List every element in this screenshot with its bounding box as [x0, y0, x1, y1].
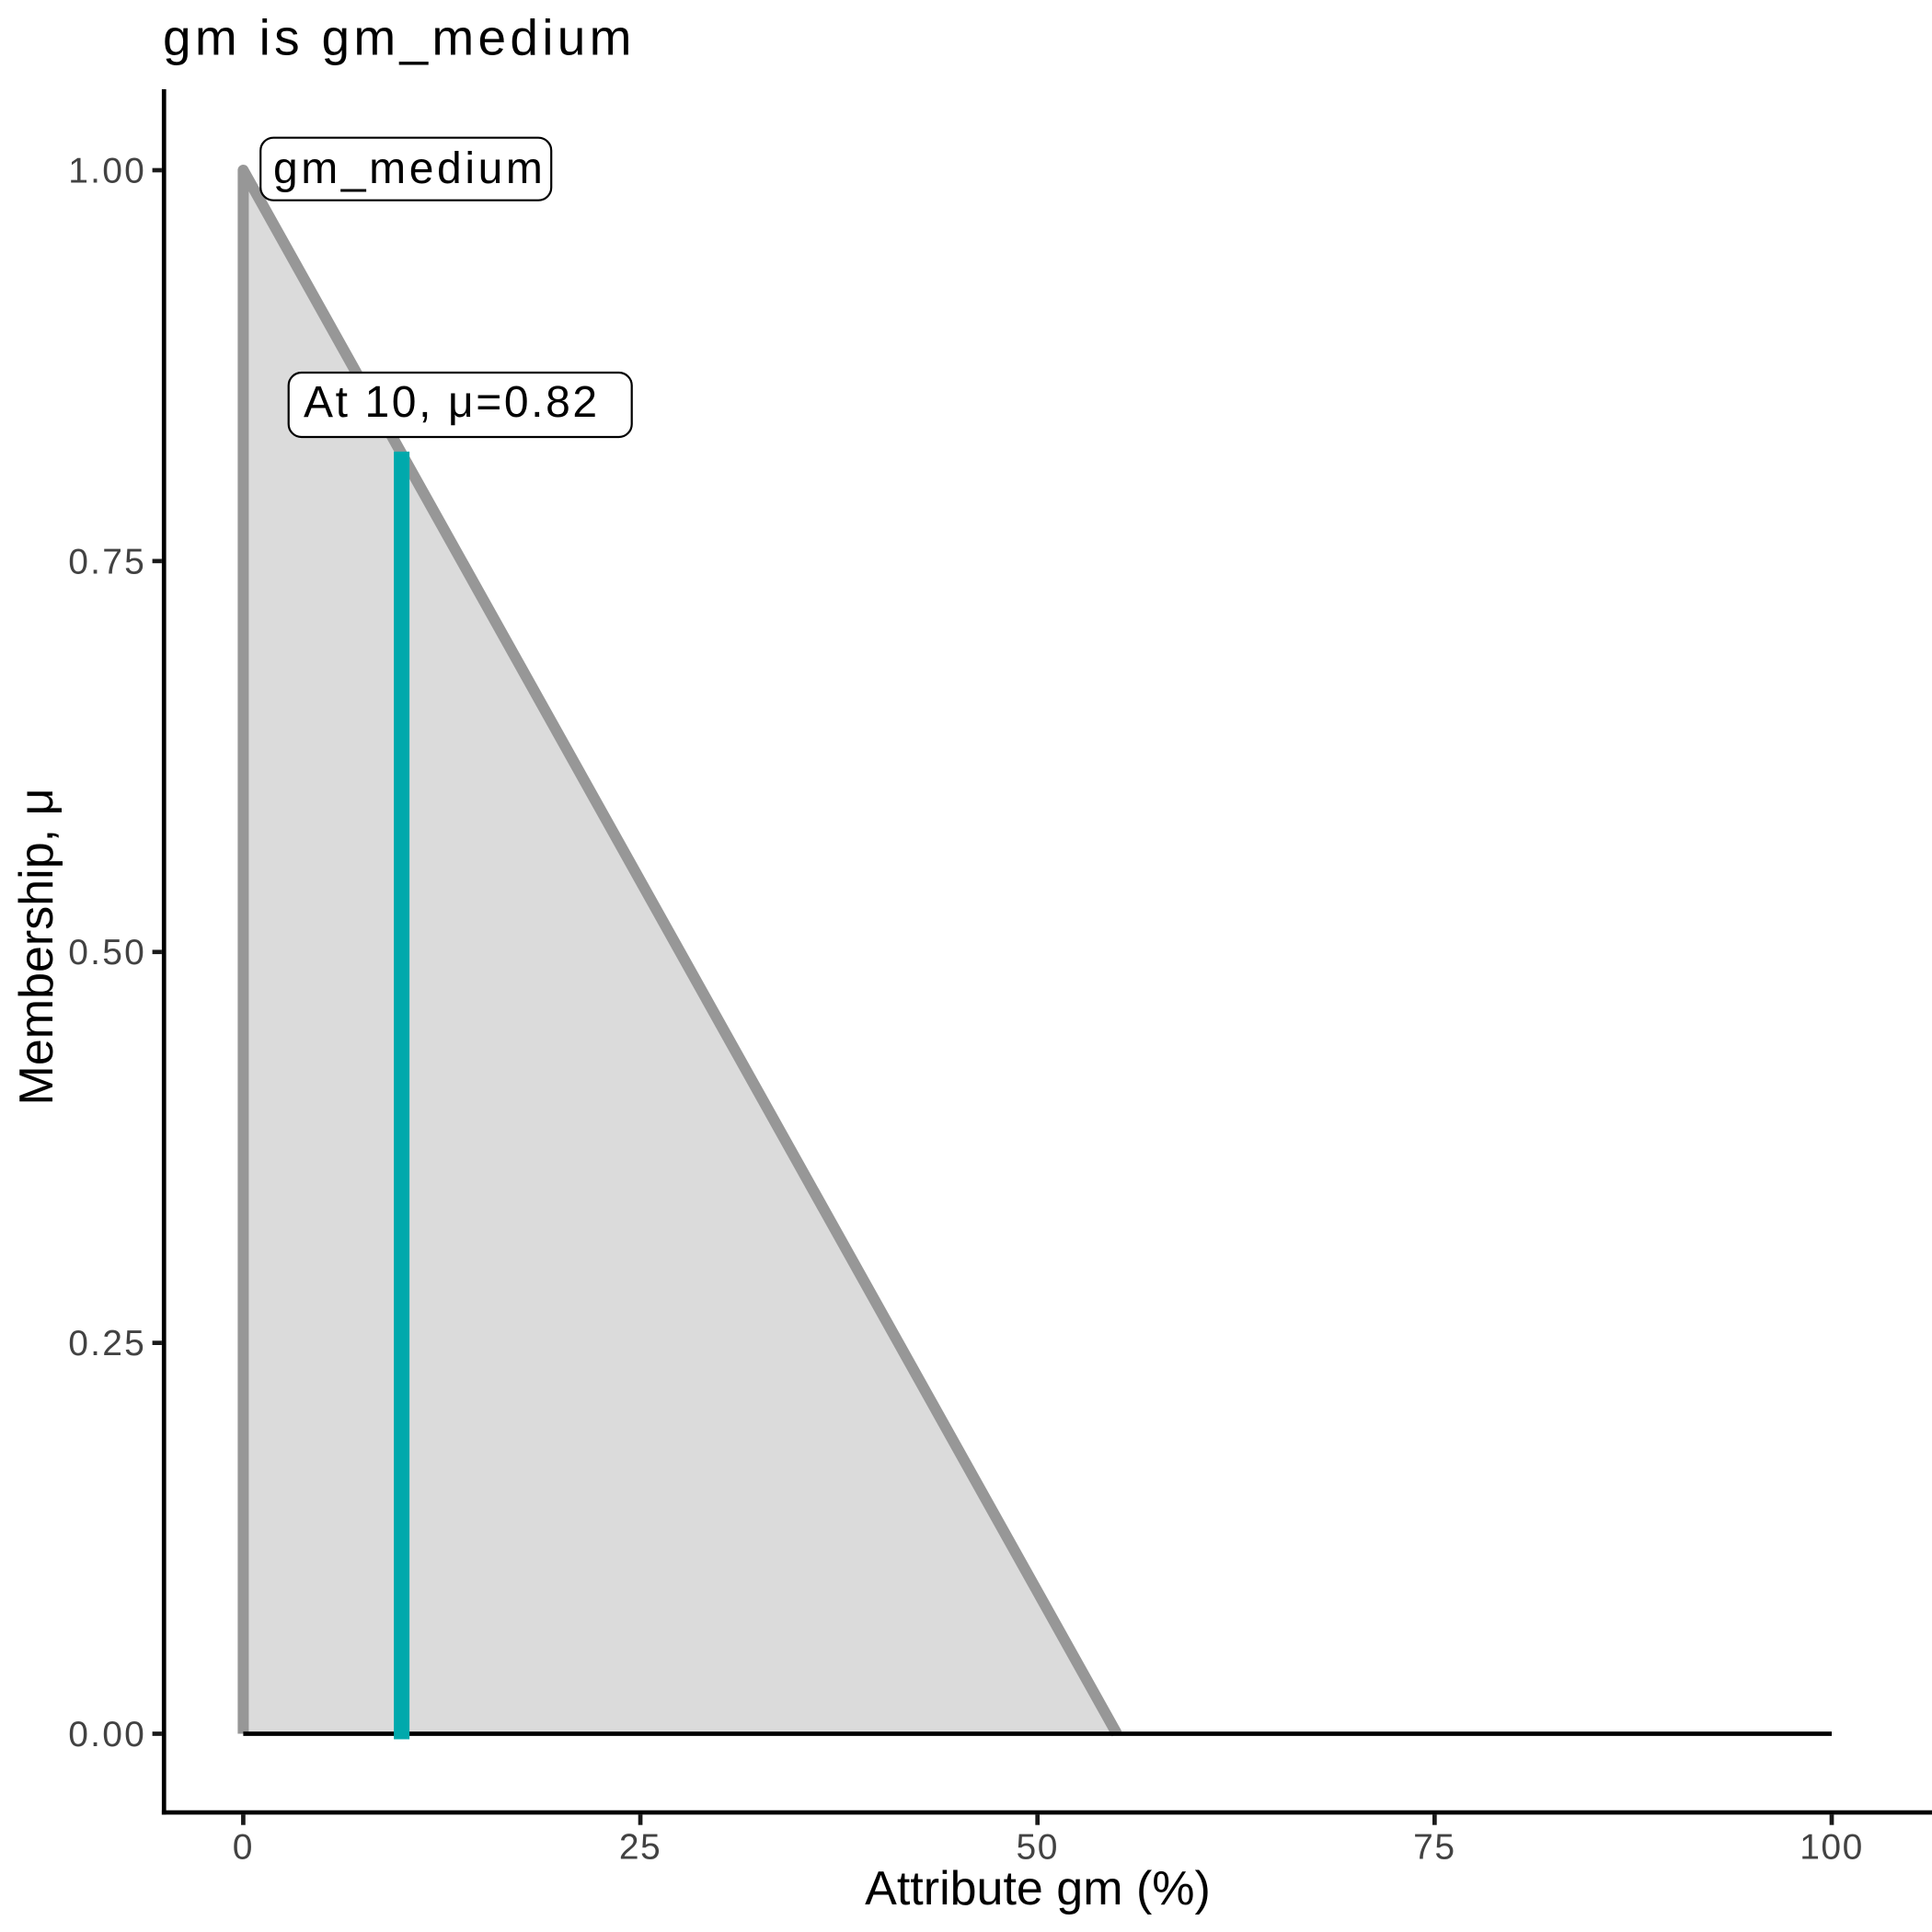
svg-text:Membership, μ: Membership, μ — [10, 788, 63, 1106]
svg-text:Attribute gm (%): Attribute gm (%) — [865, 1862, 1211, 1915]
svg-text:0.25: 0.25 — [68, 1324, 146, 1363]
svg-text:25: 25 — [619, 1828, 661, 1868]
svg-text:0.50: 0.50 — [68, 933, 146, 972]
svg-text:0.75: 0.75 — [68, 542, 146, 581]
svg-text:0.00: 0.00 — [68, 1715, 146, 1754]
svg-text:0: 0 — [233, 1828, 254, 1868]
svg-text:1.00: 1.00 — [68, 151, 146, 190]
svg-text:gm_medium: gm_medium — [273, 144, 546, 193]
svg-text:75: 75 — [1413, 1828, 1455, 1868]
svg-text:100: 100 — [1800, 1828, 1864, 1868]
svg-text:At 10, μ=0.82: At 10, μ=0.82 — [304, 378, 600, 427]
svg-text:gm is gm_medium: gm is gm_medium — [163, 9, 636, 66]
svg-text:50: 50 — [1017, 1828, 1059, 1868]
